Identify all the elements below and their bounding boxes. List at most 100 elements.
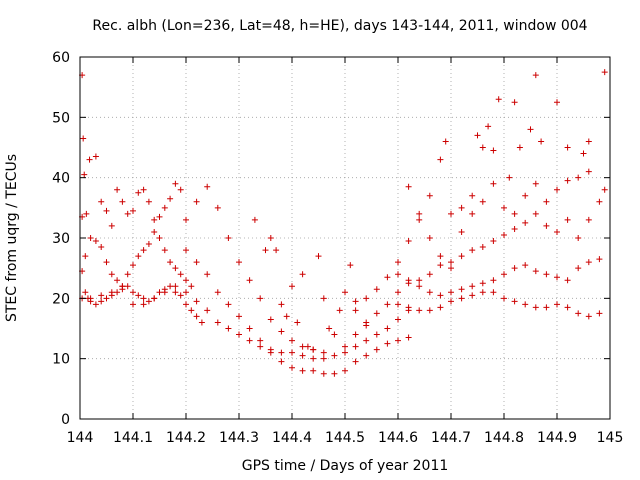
- data-point: [140, 247, 147, 254]
- data-point: [172, 289, 179, 296]
- data-point: [161, 289, 168, 296]
- data-point: [395, 271, 401, 278]
- data-point: [188, 307, 195, 314]
- data-point: [352, 358, 359, 365]
- data-point: [596, 256, 603, 263]
- data-point: [347, 262, 354, 269]
- x-tick-label: 145: [597, 430, 624, 446]
- data-point: [395, 259, 401, 266]
- data-point: [98, 298, 105, 305]
- x-tick-label: 144.9: [537, 430, 577, 446]
- y-tick-label: 20: [52, 291, 70, 307]
- data-point: [490, 289, 497, 296]
- data-point: [193, 298, 200, 305]
- series-sat-c: [79, 180, 184, 308]
- data-point: [479, 244, 486, 251]
- data-point: [183, 247, 189, 254]
- data-point: [479, 144, 486, 151]
- data-point: [289, 364, 295, 371]
- data-point: [511, 99, 518, 106]
- x-tick-label: 144.6: [378, 430, 418, 446]
- data-point: [246, 325, 253, 332]
- data-point: [448, 210, 454, 217]
- data-point: [135, 253, 142, 260]
- data-point: [363, 322, 370, 329]
- data-point: [145, 198, 152, 205]
- data-point: [564, 216, 571, 223]
- x-tick-label: 144.3: [219, 430, 259, 446]
- data-point: [469, 247, 476, 254]
- data-point: [130, 289, 136, 296]
- data-point: [130, 207, 136, 214]
- data-point: [87, 295, 94, 302]
- data-point: [299, 271, 306, 278]
- data-point: [315, 253, 322, 260]
- data-point: [130, 262, 136, 269]
- data-point: [532, 210, 539, 217]
- data-point: [273, 247, 280, 254]
- data-point: [564, 144, 571, 151]
- data-point: [405, 304, 412, 311]
- data-point: [251, 216, 258, 223]
- y-tick-label: 10: [52, 352, 70, 368]
- data-point: [283, 313, 290, 320]
- data-point: [204, 307, 211, 314]
- data-point: [501, 295, 507, 302]
- data-point: [299, 367, 306, 374]
- y-tick-label: 50: [52, 110, 70, 126]
- data-point: [501, 271, 507, 278]
- data-point: [98, 244, 105, 251]
- data-point: [108, 289, 115, 296]
- data-point: [82, 253, 89, 260]
- data-point: [204, 183, 211, 190]
- data-point: [278, 328, 285, 335]
- data-point: [575, 310, 582, 317]
- data-point: [114, 277, 121, 284]
- data-point: [135, 292, 142, 299]
- data-point: [167, 259, 174, 266]
- data-point: [585, 168, 592, 175]
- data-point: [384, 301, 391, 308]
- data-point: [416, 283, 423, 290]
- data-point: [225, 325, 232, 332]
- data-point: [426, 235, 433, 241]
- y-tick-label: 40: [52, 171, 70, 187]
- series-sat-e: [183, 247, 412, 377]
- data-point: [98, 292, 105, 299]
- data-point: [151, 295, 158, 302]
- data-point: [554, 186, 560, 193]
- data-point: [458, 228, 465, 235]
- data-point: [92, 301, 99, 308]
- data-point: [426, 192, 433, 199]
- data-point: [193, 313, 200, 320]
- data-point: [601, 186, 608, 193]
- data-point: [564, 277, 571, 284]
- data-point: [585, 313, 592, 320]
- data-point: [119, 198, 126, 205]
- data-point: [458, 295, 465, 302]
- data-point: [352, 331, 359, 338]
- y-tick-label: 0: [61, 412, 70, 428]
- y-axis-label: STEC from uqrg / TECUs: [4, 154, 20, 322]
- data-point: [177, 292, 184, 299]
- data-point: [405, 238, 412, 245]
- grid-lines: [80, 57, 610, 419]
- data-point: [172, 283, 179, 290]
- data-point: [490, 277, 497, 284]
- data-point: [373, 286, 380, 293]
- data-point: [395, 301, 401, 308]
- data-point: [92, 153, 99, 160]
- data-point: [151, 228, 158, 235]
- data-point: [538, 138, 545, 145]
- data-point: [214, 319, 221, 326]
- data-point: [172, 180, 179, 187]
- data-point: [395, 337, 401, 344]
- data-point: [320, 370, 327, 377]
- data-point: [458, 204, 465, 211]
- data-point: [373, 331, 380, 338]
- data-point: [342, 367, 348, 374]
- data-point: [156, 235, 163, 241]
- data-point: [405, 277, 412, 284]
- data-point: [490, 238, 497, 245]
- data-point: [585, 259, 592, 266]
